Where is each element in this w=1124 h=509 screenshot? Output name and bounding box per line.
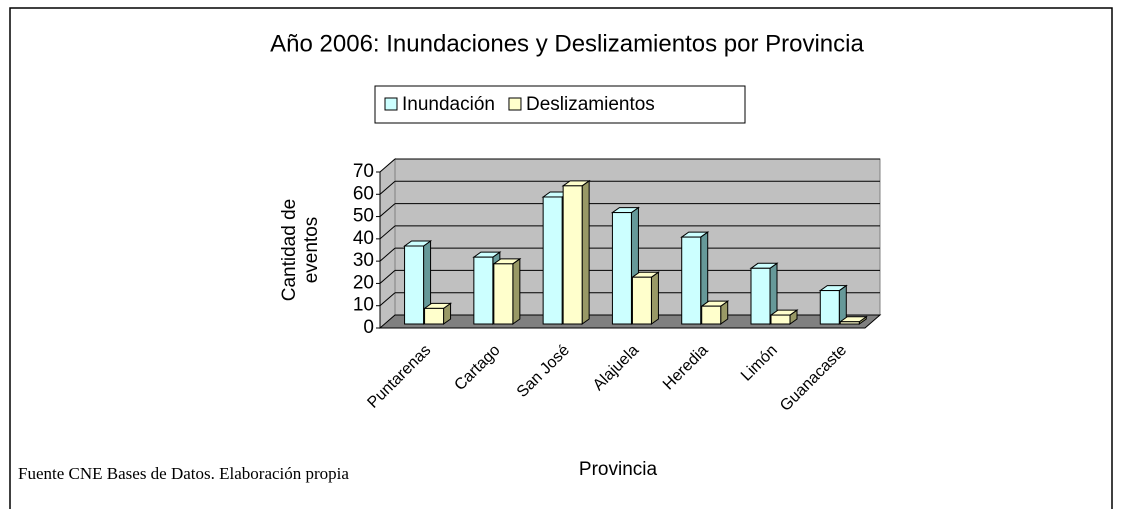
bar xyxy=(561,179,591,325)
legend-label: Inundación xyxy=(402,94,495,115)
grid-line xyxy=(379,158,396,173)
bar-front xyxy=(750,267,771,325)
bar xyxy=(769,309,799,325)
y-tick-label: 60 xyxy=(353,183,374,204)
legend-box xyxy=(374,85,746,124)
bar xyxy=(680,231,710,325)
bar xyxy=(818,284,848,325)
y-tick-label: 10 xyxy=(353,295,374,316)
bar-front xyxy=(542,196,563,325)
bar-front xyxy=(839,321,860,325)
y-tick-label: 20 xyxy=(353,272,374,293)
bar-side xyxy=(512,257,521,325)
bar-front xyxy=(631,276,652,325)
legend-label: Deslizamientos xyxy=(526,94,655,115)
bar xyxy=(700,300,730,325)
chart-title: Año 2006: Inundaciones y Deslizamientos … xyxy=(270,30,864,57)
y-tick-label: 70 xyxy=(353,161,374,182)
y-tick-label: 50 xyxy=(353,206,374,227)
bar-front xyxy=(701,305,722,325)
y-axis-label: Cantidad deeventos xyxy=(279,199,322,301)
y-tick-label: 0 xyxy=(363,317,374,338)
bar-side xyxy=(650,271,659,325)
bar-front xyxy=(562,185,583,325)
grid-line xyxy=(379,292,396,307)
bar-front xyxy=(493,263,514,325)
y-tick-label: 40 xyxy=(353,228,374,249)
bar xyxy=(423,302,453,325)
side-wall xyxy=(379,157,396,330)
grid-line xyxy=(379,225,396,240)
grid-line xyxy=(379,270,396,284)
bar xyxy=(630,271,660,325)
grid-line xyxy=(379,203,396,217)
bar-front xyxy=(770,314,791,325)
bar-front xyxy=(819,290,840,325)
bar-side xyxy=(581,179,590,325)
legend-swatch xyxy=(508,97,522,111)
grid-line xyxy=(379,247,396,262)
bar-front xyxy=(424,307,445,325)
bar xyxy=(749,262,779,325)
y-tick-label: 30 xyxy=(353,250,374,271)
bar-front xyxy=(404,245,425,325)
legend-swatch xyxy=(384,97,398,111)
bar xyxy=(492,257,522,325)
bar-front xyxy=(473,256,494,325)
bar xyxy=(838,315,868,325)
y-axis-label-text: Cantidad deeventos xyxy=(279,199,322,301)
grid-line xyxy=(379,180,396,195)
bar-front xyxy=(681,236,702,325)
bar-front xyxy=(611,212,632,325)
source-note: Fuente CNE Bases de Datos. Elaboración p… xyxy=(18,464,349,483)
x-axis-label: Provincia xyxy=(579,459,658,480)
